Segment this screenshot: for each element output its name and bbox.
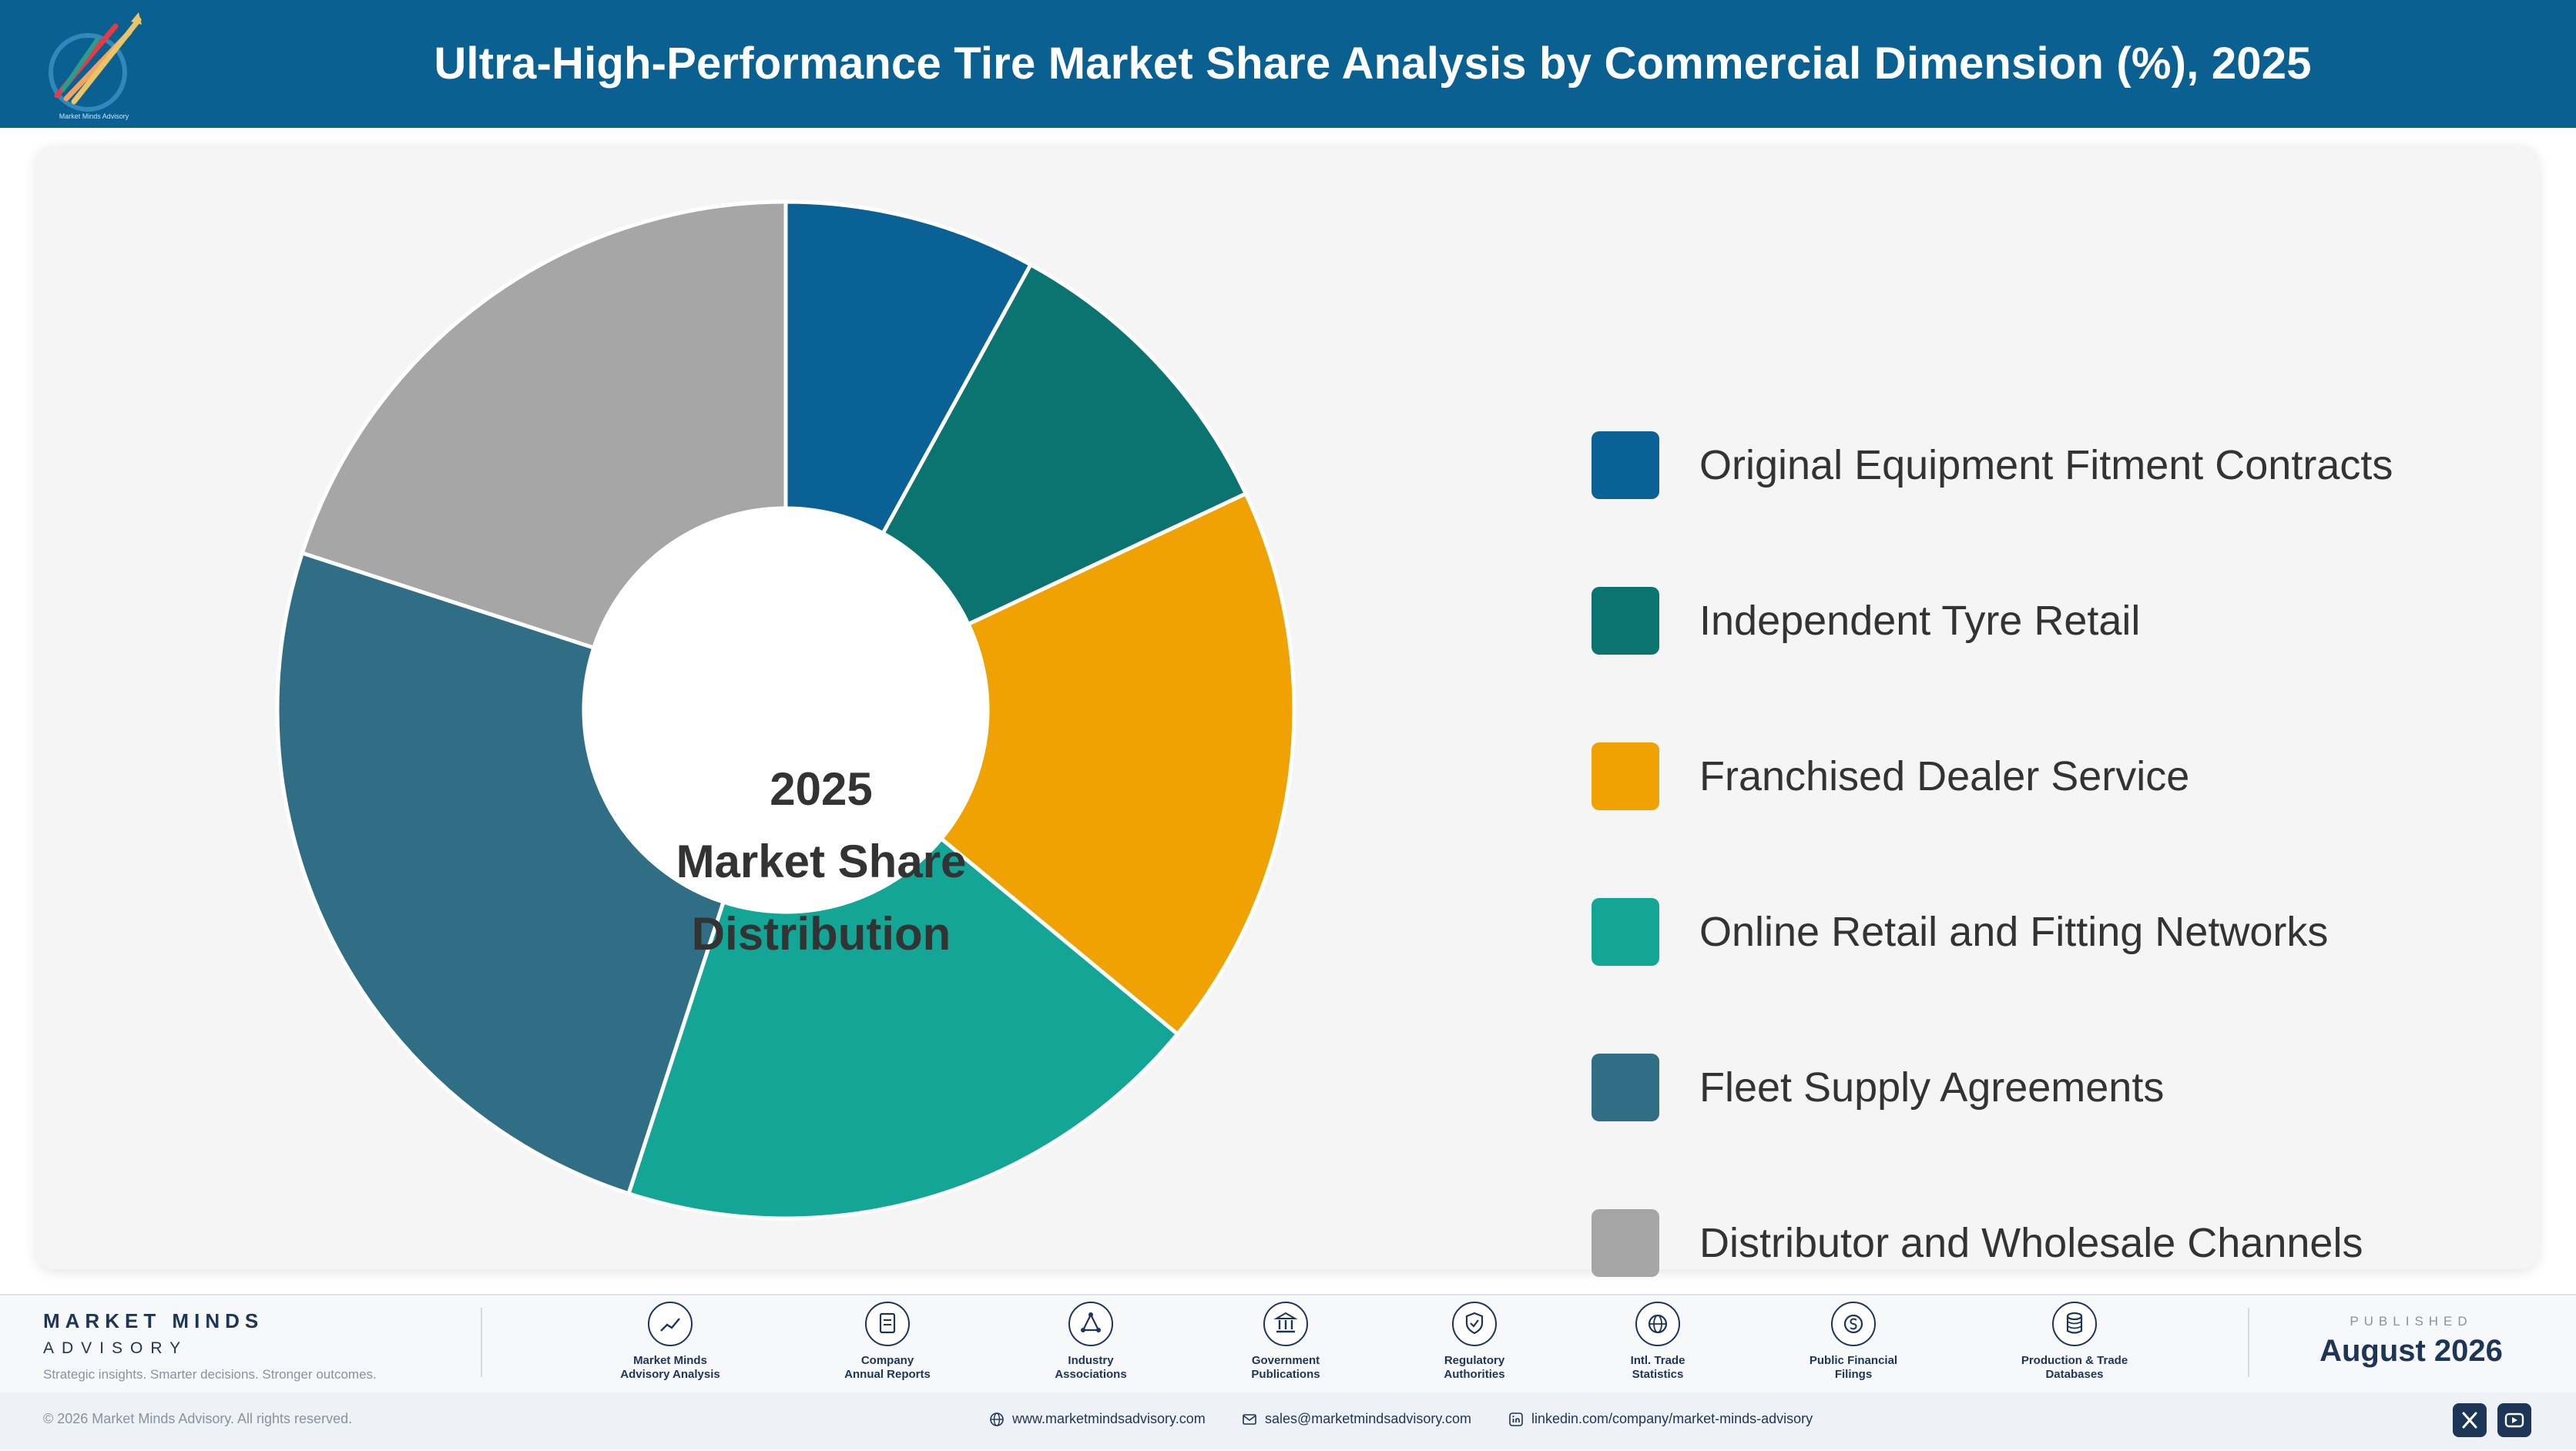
- x-logo-icon: [2462, 1412, 2477, 1429]
- source-item: Public Financial Filings: [1769, 1302, 1938, 1382]
- donut-center-label: 2025 Market Share Distribution: [590, 753, 1052, 970]
- source-label: Regulatory Authorities: [1444, 1354, 1505, 1381]
- legend-swatch: [1592, 431, 1659, 499]
- legend-swatch: [1592, 898, 1659, 966]
- brand-name: MARKET MINDS: [43, 1309, 264, 1332]
- donut-hole: [584, 508, 988, 912]
- website-link[interactable]: www.marketmindsadvisory.com: [989, 1411, 1206, 1427]
- source-label: Production & Trade Databases: [2021, 1354, 2128, 1381]
- header-bar: Market Minds Advisory Ultra-High-Perform…: [0, 0, 2576, 128]
- email-link[interactable]: sales@marketmindsadvisory.com: [1242, 1411, 1471, 1427]
- legend-item[interactable]: Online Retail and Fitting Networks: [1592, 898, 2516, 967]
- brand-sub: ADVISORY: [43, 1339, 189, 1357]
- linkedin-text: linkedin.com/company/market-minds-adviso…: [1531, 1411, 1813, 1426]
- chart-card: 2025 Market Share Distribution Original …: [35, 145, 2539, 1277]
- footer-brand: MARKET MINDS ADVISORY Strategic insights…: [43, 1309, 377, 1382]
- source-item: Industry Associations: [1006, 1302, 1176, 1382]
- donut-chart: [275, 199, 1296, 1221]
- legend-label: Online Retail and Fitting Networks: [1699, 909, 2329, 955]
- legend-item[interactable]: Franchised Dealer Service: [1592, 742, 2516, 812]
- source-label: Intl. Trade Statistics: [1630, 1354, 1685, 1381]
- source-item: Regulatory Authorities: [1390, 1302, 1559, 1382]
- source-label: Public Financial Filings: [1809, 1354, 1898, 1381]
- mail-icon: [1243, 1414, 1256, 1426]
- trend-chart-icon: [648, 1302, 693, 1346]
- x-social-button[interactable]: [2453, 1403, 2487, 1437]
- footer-divider: [481, 1308, 482, 1377]
- published-label: PUBLISHED: [2350, 1314, 2473, 1329]
- legend-item[interactable]: Distributor and Wholesale Channels: [1592, 1209, 2516, 1278]
- legend-swatch: [1592, 587, 1659, 655]
- legend-label: Distributor and Wholesale Channels: [1699, 1220, 2363, 1266]
- legend-label: Fleet Supply Agreements: [1699, 1064, 2165, 1111]
- company-logo: Market Minds Advisory: [49, 12, 142, 120]
- footer-divider: [2248, 1308, 2249, 1377]
- linkedin-link[interactable]: linkedin.com/company/market-minds-adviso…: [1508, 1411, 1813, 1427]
- page-title: Ultra-High-Performance Tire Market Share…: [434, 39, 2312, 89]
- legend-swatch: [1592, 1054, 1659, 1121]
- source-label: Company Annual Reports: [844, 1354, 931, 1381]
- center-label-line3: Distribution: [691, 908, 951, 960]
- legend-item[interactable]: Fleet Supply Agreements: [1592, 1054, 2516, 1123]
- youtube-social-button[interactable]: [2497, 1403, 2531, 1437]
- dollar-coin-icon: [1831, 1302, 1876, 1346]
- legend-label: Original Equipment Fitment Contracts: [1699, 442, 2393, 488]
- globe-icon: [1635, 1302, 1680, 1346]
- globe-icon: [990, 1412, 1004, 1427]
- legend-item[interactable]: Independent Tyre Retail: [1592, 587, 2516, 656]
- copyright-text: © 2026 Market Minds Advisory. All rights…: [43, 1411, 353, 1426]
- network-icon: [1068, 1302, 1113, 1346]
- published-date: August 2026: [2319, 1334, 2503, 1368]
- source-item: Market Minds Advisory Analysis: [585, 1302, 755, 1382]
- source-item: Company Annual Reports: [803, 1302, 972, 1382]
- legend-label: Franchised Dealer Service: [1699, 753, 2190, 799]
- linkedin-icon: [1509, 1412, 1523, 1427]
- source-label: Industry Associations: [1055, 1354, 1127, 1381]
- svg-text:Market Minds Advisory: Market Minds Advisory: [59, 112, 129, 120]
- source-item: Production & Trade Databases: [1990, 1302, 2159, 1382]
- legend-label: Independent Tyre Retail: [1699, 598, 2141, 644]
- bottom-bar: [0, 1392, 2576, 1449]
- legend-swatch: [1592, 1209, 1659, 1277]
- center-label-line2: Market Share: [676, 836, 967, 887]
- published-block: PUBLISHED August 2026: [2272, 1314, 2550, 1369]
- legend-swatch: [1592, 742, 1659, 810]
- shield-check-icon: [1452, 1302, 1497, 1346]
- center-label-year: 2025: [770, 763, 873, 815]
- website-text: www.marketmindsadvisory.com: [1012, 1411, 1206, 1426]
- source-label: Government Publications: [1251, 1354, 1320, 1381]
- brand-tagline: Strategic insights. Smarter decisions. S…: [43, 1367, 377, 1382]
- government-building-icon: [1263, 1302, 1308, 1346]
- legend-item[interactable]: Original Equipment Fitment Contracts: [1592, 431, 2516, 501]
- source-item: Intl. Trade Statistics: [1573, 1302, 1742, 1382]
- youtube-icon: [2504, 1412, 2524, 1428]
- source-label: Market Minds Advisory Analysis: [620, 1354, 720, 1381]
- source-item: Government Publications: [1201, 1302, 1370, 1382]
- database-icon: [2052, 1302, 2097, 1346]
- document-icon: [865, 1302, 910, 1346]
- email-text: sales@marketmindsadvisory.com: [1265, 1411, 1472, 1426]
